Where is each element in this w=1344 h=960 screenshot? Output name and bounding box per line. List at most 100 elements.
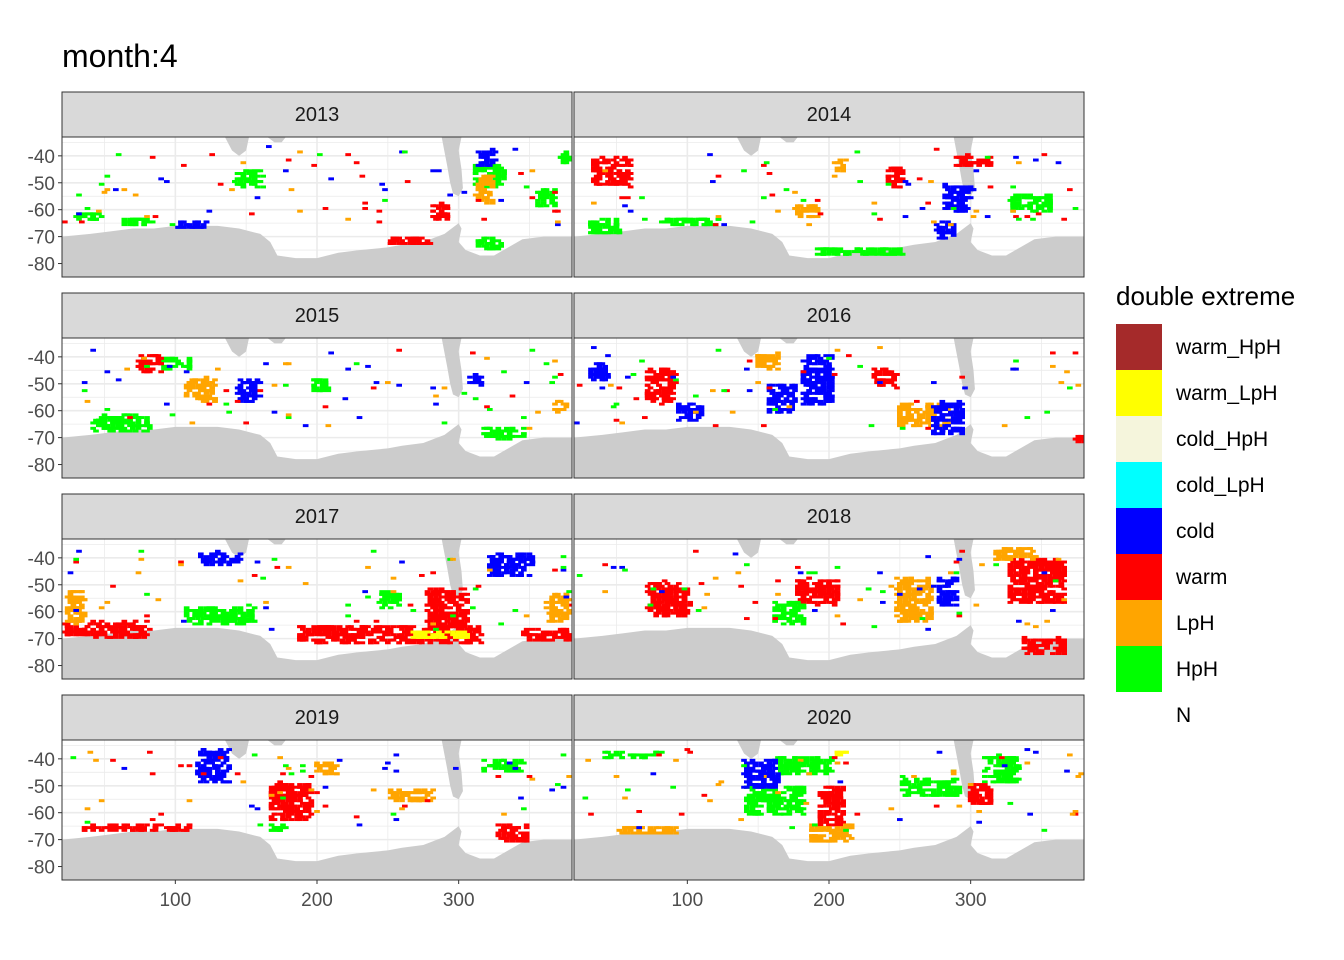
- cell-HpH: [874, 252, 880, 256]
- cell-cold: [814, 359, 821, 363]
- cell-cold: [817, 402, 824, 406]
- cell-cold: [1033, 158, 1039, 162]
- cell-warm: [79, 627, 85, 631]
- cell-warm: [407, 239, 414, 243]
- cell-HpH: [237, 172, 244, 175]
- cell-cold: [931, 429, 937, 433]
- cell-cold: [948, 429, 954, 433]
- cell-cold: [942, 426, 948, 430]
- cell-warm: [540, 630, 547, 634]
- cell-warm: [407, 242, 414, 245]
- cell-warm: [433, 587, 439, 591]
- cell-cold: [823, 373, 829, 376]
- cell-HpH: [484, 434, 490, 438]
- cell-LpH: [897, 600, 903, 604]
- cell-HpH: [121, 223, 128, 227]
- cell-LpH: [619, 421, 625, 425]
- cell-LpH: [209, 381, 215, 385]
- cell-HpH: [198, 619, 204, 623]
- cell-cold: [817, 356, 824, 360]
- cell-LpH: [552, 359, 558, 363]
- cell-HpH: [667, 217, 674, 221]
- cell-HpH: [90, 217, 96, 221]
- cell-HpH: [246, 603, 252, 607]
- cell-cold: [345, 367, 351, 371]
- cell-LpH: [905, 410, 912, 414]
- cell-HpH: [144, 592, 150, 596]
- cell-cold: [268, 627, 275, 631]
- cell-cold: [933, 228, 940, 232]
- cell-LpH: [124, 367, 130, 371]
- cell-cold: [588, 373, 594, 376]
- cell-warm: [605, 174, 611, 178]
- cell-cold: [950, 233, 957, 237]
- cell-HpH: [481, 432, 487, 436]
- cell-LpH: [973, 209, 980, 213]
- cell-warm: [427, 625, 434, 629]
- cell-cold: [492, 571, 499, 575]
- cell-HpH: [487, 408, 493, 411]
- cell-cold: [206, 209, 213, 213]
- cell-HpH: [107, 426, 113, 430]
- cell-warm: [62, 622, 68, 626]
- cell-LpH: [552, 606, 558, 610]
- cell-warm: [334, 638, 340, 642]
- cell-cold: [950, 592, 957, 596]
- cell-warm: [1058, 582, 1065, 586]
- cell-warm: [885, 177, 892, 181]
- cell-cold: [249, 383, 255, 387]
- cell-HpH: [175, 359, 181, 363]
- cell-warm_LpH: [419, 633, 425, 637]
- cell-warm: [653, 391, 659, 395]
- cell-cold: [823, 391, 829, 395]
- cell-LpH: [922, 619, 929, 623]
- cell-cold: [234, 557, 241, 561]
- cell-LpH: [763, 359, 770, 363]
- cell-cold: [181, 619, 187, 623]
- cell-warm: [644, 383, 651, 387]
- cell-warm: [656, 378, 662, 382]
- cell-LpH: [1084, 408, 1090, 411]
- cell-warm: [552, 568, 558, 572]
- cell-HpH: [189, 617, 196, 621]
- cell-LpH: [812, 209, 818, 213]
- cell-warm: [138, 354, 145, 358]
- cell-HpH: [124, 413, 130, 417]
- cell-warm: [1058, 644, 1065, 647]
- cell-warm: [104, 622, 111, 626]
- panel-border: [573, 136, 1085, 278]
- cell-warm: [461, 625, 468, 629]
- cell-cold: [950, 421, 957, 425]
- cell-warm: [1061, 568, 1067, 572]
- cell-warm: [1047, 576, 1053, 580]
- cell-HpH: [1016, 201, 1022, 205]
- cell-cold: [373, 381, 380, 385]
- cell-warm: [1050, 563, 1056, 567]
- cell-warm: [464, 592, 470, 596]
- cell-warm: [1010, 598, 1016, 602]
- cell-warm: [616, 169, 623, 173]
- cell-cold: [506, 555, 513, 559]
- cell-LpH: [481, 196, 487, 200]
- cell-LpH: [563, 606, 570, 610]
- cell-cold: [967, 185, 974, 189]
- cell-warm: [155, 359, 162, 363]
- cell-warm: [410, 625, 417, 629]
- cell-LpH: [189, 386, 196, 390]
- cell-LpH: [487, 174, 493, 178]
- cell-warm: [1061, 646, 1067, 650]
- cell-cold: [237, 552, 244, 556]
- cell-warm: [317, 627, 323, 631]
- cell-cold: [475, 150, 482, 154]
- cell-cold: [489, 565, 496, 569]
- cell-LpH: [555, 220, 561, 224]
- cell-cold: [209, 557, 215, 561]
- cell-warm: [1033, 587, 1039, 591]
- cell-cold: [209, 563, 215, 567]
- cell-warm: [659, 394, 665, 398]
- cell-warm: [81, 633, 88, 637]
- cell-cold: [430, 169, 436, 173]
- cell-warm: [297, 638, 303, 642]
- cell-HpH: [90, 215, 96, 219]
- cell-HpH: [169, 413, 176, 417]
